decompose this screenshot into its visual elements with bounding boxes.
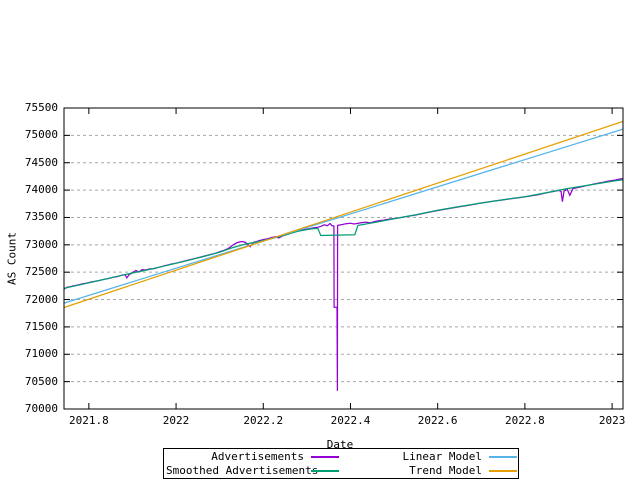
x-tick-label: 2022 <box>162 414 190 427</box>
plot-frame <box>63 107 624 410</box>
series-line-advertisements <box>63 177 624 391</box>
series-line-trend-model <box>63 120 624 309</box>
legend-swatch-advertisements <box>311 456 339 458</box>
x-tick-label: 2022.6 <box>417 414 458 427</box>
legend-label-trend-model: Trend Model <box>409 464 482 477</box>
y-tick-label: 72000 <box>24 292 58 306</box>
x-tick-label: 2022.2 <box>243 414 284 427</box>
series-line-linear-model <box>63 128 624 304</box>
legend-label-advertisements: Advertisements <box>211 450 304 463</box>
x-tick-label: 2023 <box>598 414 626 427</box>
legend-swatch-smoothed-advertisements <box>311 470 339 472</box>
y-tick-label: 74500 <box>24 155 58 169</box>
y-tick-label: 75000 <box>24 128 58 142</box>
y-tick-label: 73500 <box>24 210 58 224</box>
y-tick-label: 74000 <box>24 183 58 197</box>
legend-swatch-trend-model <box>489 470 517 472</box>
y-tick-label: 70000 <box>24 402 58 415</box>
legend-swatch-linear-model <box>489 456 517 458</box>
y-tick-label: 71000 <box>24 347 58 361</box>
y-tick-label: 75500 <box>24 101 58 114</box>
legend-label-smoothed-advertisements: Smoothed Advertisements <box>166 464 319 477</box>
y-tick-label: 73000 <box>24 237 58 251</box>
x-tick-label: 2022.8 <box>505 414 545 427</box>
x-tick-label: 2021.8 <box>68 414 109 427</box>
x-tick-label: 2022.4 <box>330 414 371 427</box>
y-axis-label: AS Count <box>5 232 19 285</box>
series-line-smoothed-advertisements <box>63 179 624 289</box>
y-tick-label: 71500 <box>24 319 58 333</box>
legend-label-linear-model: Linear Model <box>402 450 482 463</box>
x-axis-label: Date <box>326 438 354 451</box>
legend: Advertisements Smoothed Advertisements L… <box>163 448 519 479</box>
y-tick-label: 70500 <box>24 374 58 388</box>
y-tick-label: 72500 <box>24 265 58 279</box>
